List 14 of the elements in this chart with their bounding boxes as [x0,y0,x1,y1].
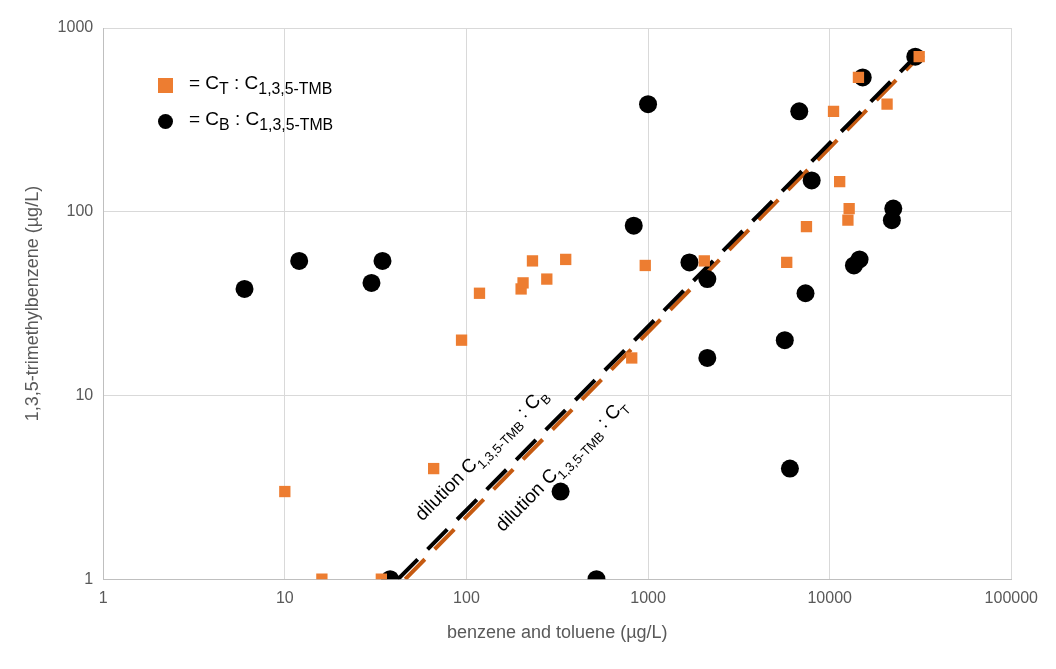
y-axis-title: 1,3,5-trimethylbenzene (µg/L) [21,185,42,422]
x-tick-label: 1000 [630,589,666,607]
x-tick-label: 10000 [807,589,853,607]
x-axis-title: benzene and toluene (µg/L) [446,622,668,643]
x-tick-label: 1 [98,589,108,607]
x-tick-label: 100 [453,589,480,607]
legend-label: = C$_{B}$ : C$_{1,3,5-TMB}$ [189,106,334,135]
y-tick-label: 100 [66,202,94,220]
x-tick-label: 100000 [984,589,1039,607]
y-tick-label: 1 [84,569,94,587]
x-tick-label: 10 [275,589,294,607]
y-tick-label: 10 [75,385,94,403]
legend-label: = C$_{T}$ : C$_{1,3,5-TMB}$ [189,71,333,99]
y-tick-label: 1000 [57,18,94,36]
